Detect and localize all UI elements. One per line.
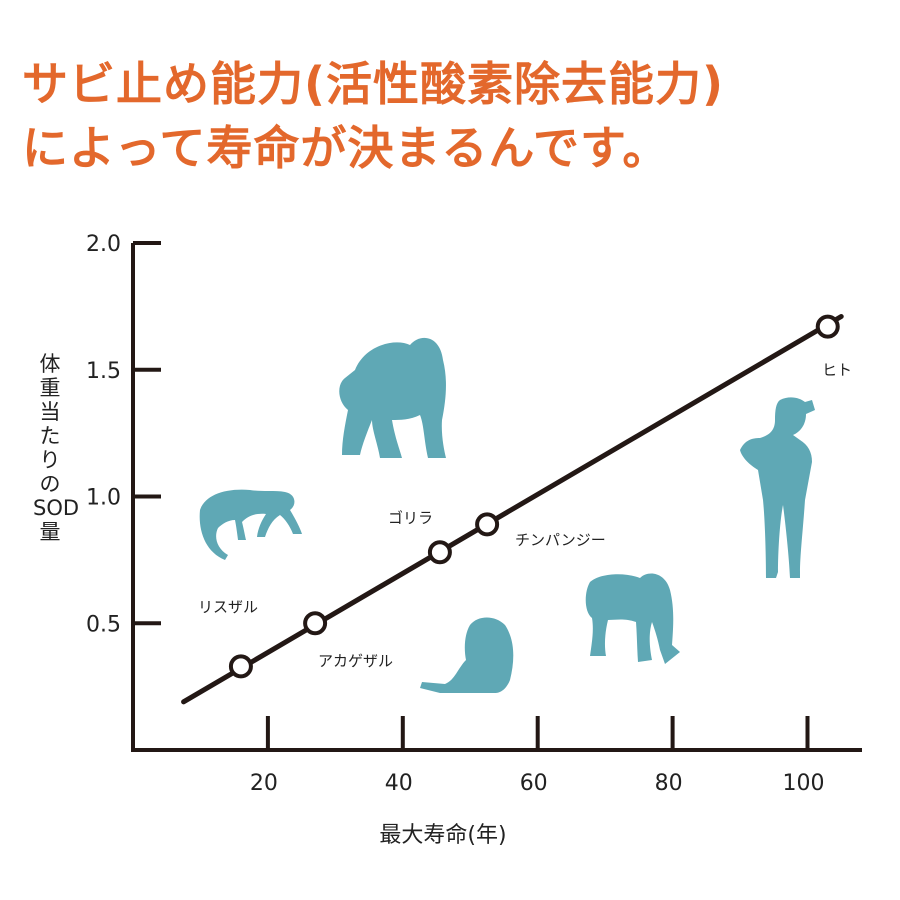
x-tick-label: 60 bbox=[520, 771, 548, 796]
squirrel-monkey-icon bbox=[199, 489, 302, 560]
annotation-label: チンパンジー bbox=[515, 531, 606, 549]
headline: サビ止め能力(活性酸素除去能力) によって寿命が決まるんです。 bbox=[22, 52, 882, 180]
headline-line-1: サビ止め能力(活性酸素除去能力) bbox=[22, 57, 725, 111]
human-icon bbox=[740, 397, 815, 578]
x-tick-label: 100 bbox=[783, 771, 825, 796]
gorilla-icon bbox=[339, 337, 446, 458]
y-tick-label: 1.5 bbox=[86, 359, 121, 384]
annotation-label: リスザル bbox=[198, 598, 258, 616]
y-tick-label: 2.0 bbox=[86, 232, 121, 257]
data-point bbox=[303, 611, 328, 636]
annotation-label: ゴリラ bbox=[388, 509, 433, 527]
trend-line bbox=[181, 314, 844, 705]
x-tick-label: 40 bbox=[385, 771, 413, 796]
headline-line-2: によって寿命が決まるんです。 bbox=[22, 121, 670, 175]
chimpanzee-icon bbox=[585, 573, 680, 664]
x-tick-label: 20 bbox=[250, 771, 278, 796]
y-tick-label: 1.0 bbox=[86, 486, 121, 511]
y-tick-label: 0.5 bbox=[86, 612, 121, 637]
annotation-label: ヒト bbox=[822, 361, 852, 379]
rhesus-macaque-icon bbox=[420, 617, 514, 693]
x-tick-label: 80 bbox=[655, 771, 683, 796]
annotation-label: アカゲザル bbox=[318, 652, 393, 670]
data-point bbox=[427, 540, 452, 565]
data-point bbox=[228, 654, 253, 679]
data-point bbox=[475, 512, 500, 537]
data-point bbox=[815, 314, 840, 339]
x-axis-label: 最大寿命(年) bbox=[379, 823, 506, 848]
